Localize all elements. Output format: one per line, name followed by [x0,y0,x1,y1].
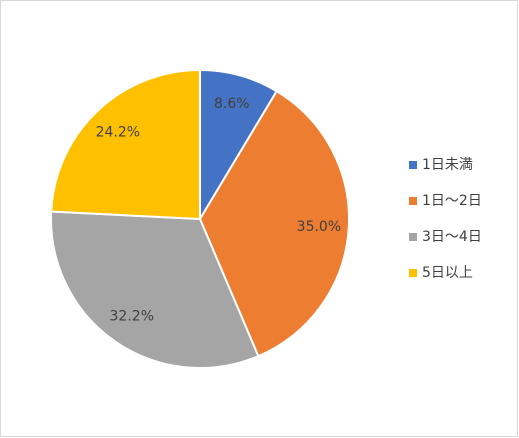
legend-swatch [409,233,417,241]
legend-label: 1日～2日 [422,193,482,209]
legend-label: 3日～4日 [422,229,482,245]
pie-slice [50,68,201,221]
legend-swatch [409,269,417,277]
data-label: 35.0% [297,219,341,235]
legend-label: 5日以上 [422,265,473,281]
legend-swatch [409,197,417,205]
data-label: 32.2% [110,309,154,325]
legend-label: 1日未満 [422,157,473,173]
pie-slice [198,89,350,358]
data-label: 8.6% [214,96,250,112]
data-label: 24.2% [96,125,140,141]
pie-slice [50,210,260,369]
legend-swatch [409,161,417,169]
